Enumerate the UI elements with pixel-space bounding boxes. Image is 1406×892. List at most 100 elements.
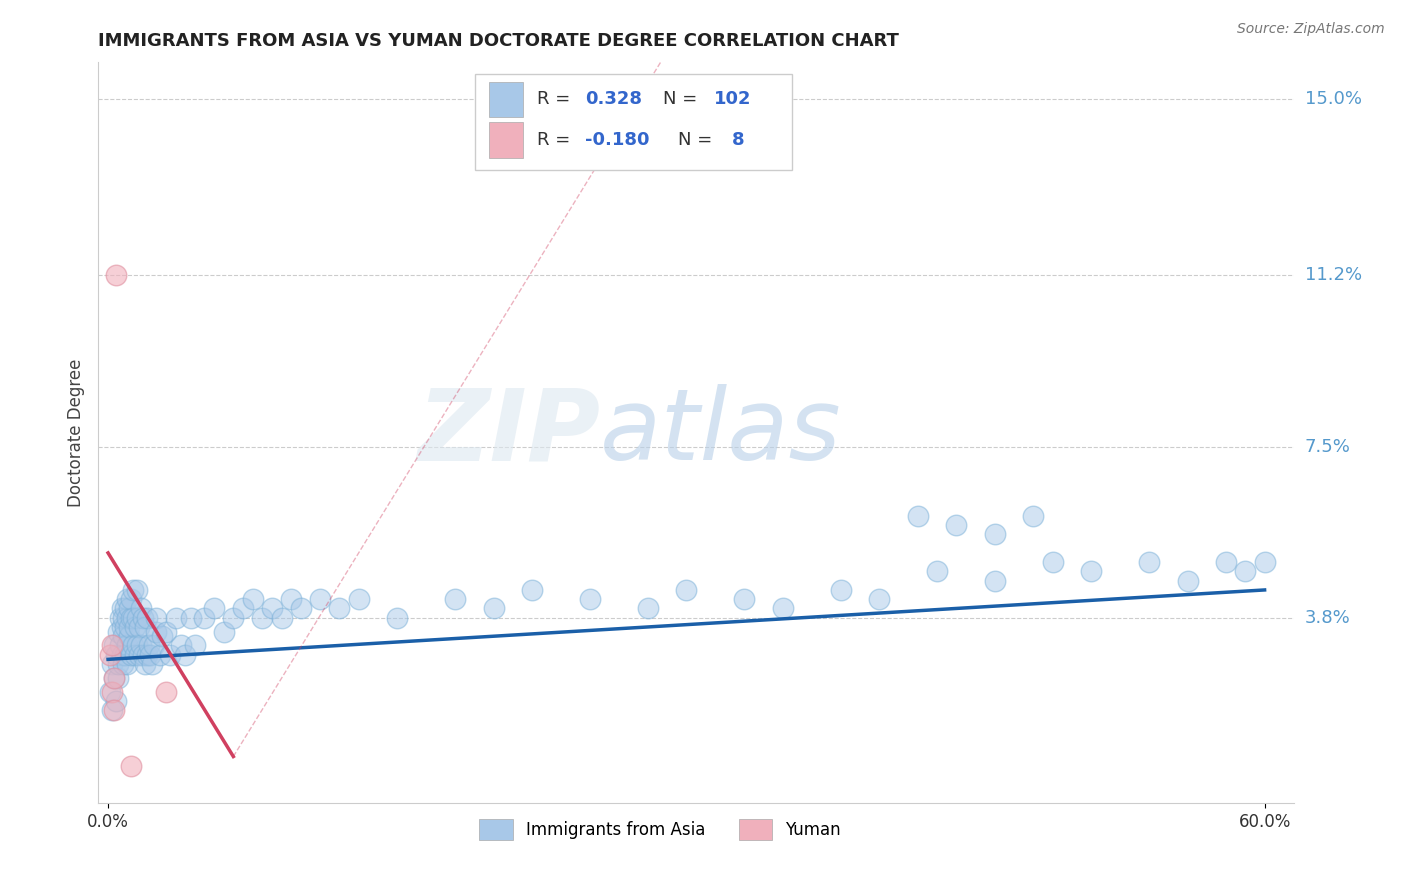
Text: 7.5%: 7.5% [1305, 437, 1351, 456]
Point [165, 610, 187, 624]
Point [149, 648, 172, 662]
Point [270, 610, 292, 624]
Point [202, 601, 225, 615]
Point [385, 610, 409, 624]
Point [139, 648, 162, 662]
Point [120, 610, 142, 624]
Point [1215, 555, 1237, 569]
Point [184, 639, 207, 653]
Point [108, 610, 131, 624]
Point [103, 639, 125, 653]
Point [125, 610, 148, 624]
Point [129, 601, 152, 615]
Point [520, 582, 543, 597]
Point [212, 624, 235, 639]
Point [1137, 555, 1160, 569]
Point [868, 592, 890, 607]
Point [155, 685, 177, 699]
Point [124, 648, 146, 662]
Point [134, 657, 156, 671]
Point [128, 620, 150, 634]
Point [134, 620, 156, 634]
Point [112, 657, 135, 671]
Point [98, 685, 121, 699]
Point [145, 610, 167, 624]
Point [112, 610, 135, 624]
Point [222, 610, 245, 624]
Text: ZIP: ZIP [418, 384, 600, 481]
Point [159, 648, 181, 662]
Point [1042, 555, 1064, 569]
Point [180, 610, 202, 624]
Point [108, 639, 131, 653]
Point [1080, 565, 1102, 579]
Point [125, 639, 148, 653]
Text: IMMIGRANTS FROM ASIA VS YUMAN DOCTORATE DEGREE CORRELATION CHART: IMMIGRANTS FROM ASIA VS YUMAN DOCTORATE … [98, 32, 900, 50]
Point [347, 592, 370, 607]
Point [110, 648, 132, 662]
Point [772, 601, 794, 615]
Point [280, 592, 302, 607]
Point [120, 592, 142, 607]
Point [101, 685, 124, 699]
Point [150, 629, 173, 643]
Point [110, 601, 132, 615]
Point [830, 582, 852, 597]
Point [104, 268, 127, 283]
Point [637, 601, 659, 615]
Point [128, 648, 150, 662]
Point [129, 639, 152, 653]
Point [984, 527, 1007, 541]
Text: R =: R = [537, 131, 576, 149]
Point [114, 620, 136, 634]
Point [101, 703, 124, 717]
Text: atlas: atlas [600, 384, 842, 481]
Point [132, 610, 155, 624]
Point [141, 657, 163, 671]
Point [117, 657, 139, 671]
Point [925, 565, 948, 579]
Point [120, 758, 142, 772]
Point [1234, 565, 1257, 579]
Point [114, 601, 136, 615]
Text: 3.8%: 3.8% [1305, 608, 1350, 627]
Point [122, 639, 145, 653]
Text: N =: N = [662, 90, 703, 109]
Point [122, 582, 145, 597]
Point [1253, 555, 1275, 569]
Point [193, 610, 215, 624]
Text: 102: 102 [714, 90, 751, 109]
Point [733, 592, 755, 607]
Point [290, 601, 312, 615]
Point [107, 671, 129, 685]
Point [103, 671, 125, 685]
Point [232, 601, 254, 615]
Point [984, 574, 1007, 588]
Y-axis label: Doctorate Degree: Doctorate Degree [66, 359, 84, 507]
Bar [489, 82, 523, 117]
Text: 8: 8 [733, 131, 744, 149]
Text: -0.180: -0.180 [585, 131, 650, 149]
Point [135, 648, 157, 662]
Point [118, 620, 141, 634]
Point [118, 629, 141, 643]
Point [103, 671, 125, 685]
Point [945, 518, 967, 533]
Point [107, 657, 129, 671]
Point [110, 620, 132, 634]
Point [1022, 508, 1045, 523]
Text: R =: R = [537, 90, 576, 109]
Point [98, 648, 121, 662]
Text: 0.328: 0.328 [585, 90, 641, 109]
Point [107, 624, 129, 639]
Point [101, 657, 124, 671]
Point [143, 639, 166, 653]
Point [252, 610, 274, 624]
Text: Source: ZipAtlas.com: Source: ZipAtlas.com [1237, 22, 1385, 37]
Point [112, 629, 135, 643]
Point [309, 592, 332, 607]
Point [174, 648, 197, 662]
Point [104, 648, 127, 662]
Point [579, 592, 602, 607]
Point [155, 624, 177, 639]
